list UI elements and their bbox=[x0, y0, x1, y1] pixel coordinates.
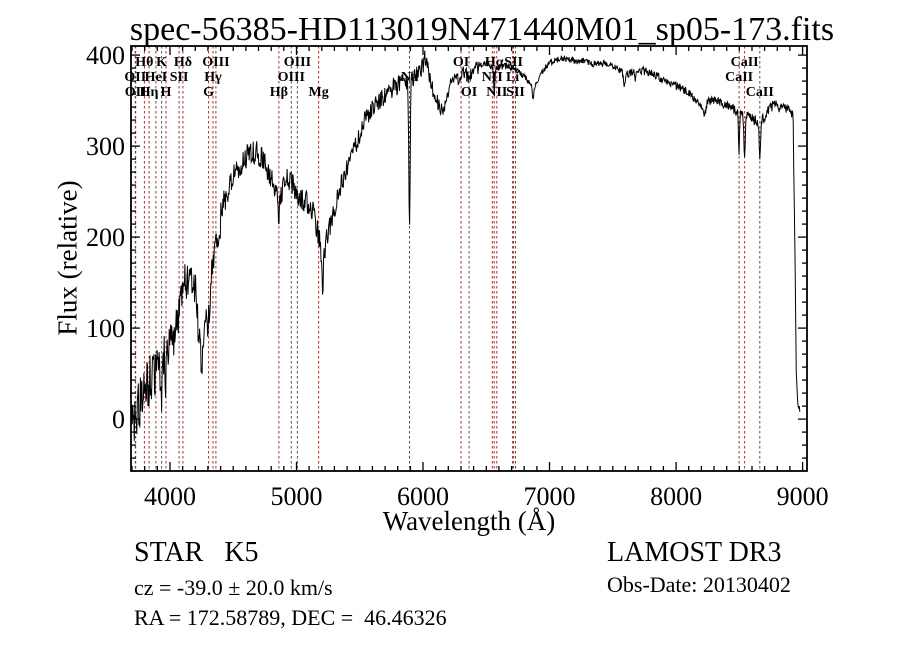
spectral-line-label: Hγ bbox=[204, 70, 222, 85]
x-tick-label: 4000 bbox=[144, 482, 196, 511]
y-tick-label: 200 bbox=[86, 223, 125, 252]
spectral-line-label: HeI bbox=[145, 70, 168, 85]
y-tick-label: 300 bbox=[86, 132, 125, 161]
x-axis-label: Wavelength (Å) bbox=[382, 506, 556, 536]
spectral-line-label: NII bbox=[486, 85, 507, 100]
spectral-line-label: CaII bbox=[725, 70, 753, 85]
spectral-line-label: OI bbox=[453, 55, 469, 70]
x-tick-label: 6000 bbox=[397, 482, 449, 511]
spectral-line-label: K bbox=[156, 55, 167, 70]
spectral-line-label: G bbox=[203, 85, 214, 100]
spectral-line-label: Mg bbox=[308, 85, 328, 100]
spectral-line-label: CaII bbox=[746, 85, 774, 100]
x-tick-label: 8000 bbox=[650, 482, 702, 511]
spectral-line-label: CaII bbox=[731, 55, 759, 70]
spectral-line-label: OIII bbox=[284, 55, 311, 70]
spectrum-trace bbox=[131, 50, 801, 441]
coordinates-label: RA = 172.58789, DEC = 46.46326 bbox=[134, 605, 447, 630]
x-tick-labels: 4000 5000 6000 7000 8000 9000 bbox=[144, 482, 829, 511]
plot-title: spec-56385-HD113019N471440M01_sp05-173.f… bbox=[129, 11, 835, 48]
spectral-line-label: H bbox=[161, 85, 172, 100]
x-tick-label: 9000 bbox=[777, 482, 829, 511]
spectral-line-label: Hδ bbox=[174, 55, 192, 70]
survey-release-label: LAMOST DR3 bbox=[607, 537, 782, 568]
spectral-line-label: OIII bbox=[202, 55, 229, 70]
spectral-line-label: Li bbox=[506, 70, 519, 85]
classification-label: STAR K5 bbox=[134, 537, 259, 568]
spectral-line-markers bbox=[134, 46, 761, 471]
x-tick-label: 5000 bbox=[271, 482, 323, 511]
obs-date-label: Obs-Date: 20130402 bbox=[607, 572, 791, 597]
spectral-line-label: NII bbox=[482, 70, 503, 85]
y-tick-label: 400 bbox=[86, 41, 125, 70]
spectral-line-label: Hβ bbox=[270, 85, 288, 100]
plot-frame bbox=[130, 45, 808, 472]
radial-velocity-label: cz = -39.0 ± 20.0 km/s bbox=[134, 575, 333, 600]
x-tick-label: 7000 bbox=[524, 482, 576, 511]
spectral-line-label: SII bbox=[506, 85, 525, 100]
spectral-line-label: OII bbox=[124, 70, 146, 85]
y-tick-labels: 0 100 200 300 400 bbox=[86, 41, 125, 434]
y-tick-label: 0 bbox=[112, 405, 125, 434]
spectral-line-label: OI bbox=[461, 85, 477, 100]
spectral-line-label: Hα bbox=[485, 55, 504, 70]
spectral-line-label: Hθ bbox=[135, 55, 153, 70]
spectral-line-label: Hη bbox=[140, 85, 159, 100]
spectral-line-label: SII bbox=[170, 70, 189, 85]
y-tick-label: 100 bbox=[86, 314, 125, 343]
spectral-line-label: OIII bbox=[278, 70, 305, 85]
